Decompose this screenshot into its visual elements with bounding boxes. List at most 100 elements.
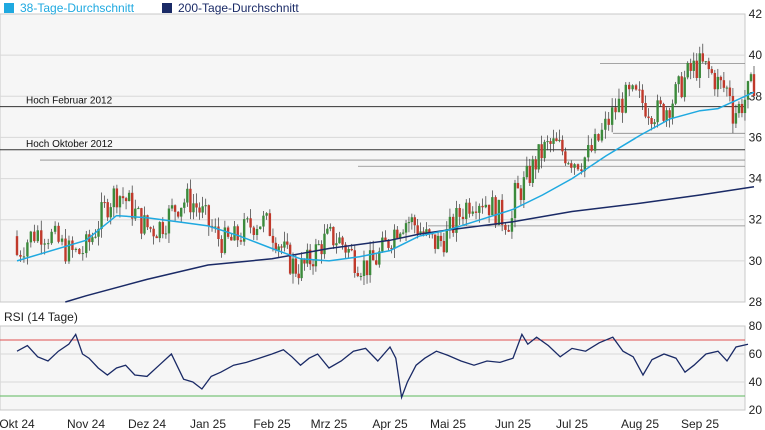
candle-body	[341, 237, 344, 245]
candle-body	[665, 110, 668, 121]
candle-body	[519, 188, 523, 201]
candle-body	[143, 215, 146, 234]
candle-body	[91, 237, 94, 243]
candle-body	[186, 188, 189, 203]
rsi-line	[16, 332, 749, 400]
candle-body	[326, 228, 329, 234]
candle-body	[593, 134, 597, 151]
candle-body	[311, 264, 315, 267]
x-tick-label: Apr 25	[372, 417, 408, 430]
candle-body	[109, 207, 112, 218]
candle-body	[173, 205, 177, 212]
candle-body	[487, 204, 491, 216]
x-tick-label: Mrz 25	[311, 417, 348, 430]
candle-body	[525, 165, 529, 178]
candle-body	[534, 159, 537, 170]
candle-body	[308, 249, 312, 265]
candle-body	[170, 205, 174, 209]
candle-body	[242, 219, 246, 242]
candle-body	[731, 95, 735, 124]
candle-body	[300, 259, 303, 279]
candle-body	[286, 241, 289, 245]
candle-body	[207, 205, 211, 226]
candle-body	[573, 164, 576, 168]
candle-body	[540, 144, 543, 159]
candle-body	[644, 103, 647, 117]
candle-body	[650, 118, 653, 125]
candle-body	[610, 107, 614, 125]
candle-body	[737, 103, 741, 114]
candle-body	[448, 216, 452, 230]
candle-body	[607, 118, 610, 125]
candle-body	[265, 213, 268, 216]
candle-body	[634, 85, 638, 90]
candle-body	[662, 103, 665, 121]
candle-body	[719, 76, 723, 81]
candle-body	[375, 260, 378, 265]
candle-body	[743, 99, 747, 114]
rsi-panel	[0, 325, 746, 411]
candle-body	[259, 226, 262, 230]
price-y-tick: 30	[749, 254, 763, 268]
candle-body	[189, 188, 192, 213]
candle-body	[455, 207, 458, 233]
x-tick-label: Feb 25	[253, 417, 291, 430]
candle-body	[677, 76, 680, 85]
candle-body	[97, 228, 100, 237]
candle-body	[734, 113, 738, 124]
candle-body	[497, 199, 501, 225]
candle-body	[33, 231, 36, 242]
candle-body	[425, 229, 428, 235]
candle-body	[628, 84, 631, 90]
candle-body	[198, 207, 201, 213]
candle-body	[134, 208, 137, 219]
rsi-y-tick: 20	[749, 403, 763, 417]
candle-body	[436, 235, 440, 249]
candle-body	[118, 196, 122, 208]
candle-body	[152, 228, 155, 237]
x-tick-label: Jan 25	[190, 417, 226, 430]
candle-body	[659, 100, 662, 104]
legend-item-ma38: 38-Tage-Durchschnitt	[4, 1, 134, 15]
candle-body	[614, 107, 617, 113]
candle-body	[387, 240, 390, 248]
candle-body	[604, 118, 607, 130]
candle-body	[728, 87, 732, 96]
candle-body	[180, 207, 183, 217]
candle-body	[271, 235, 275, 243]
candle-body	[71, 240, 74, 250]
ma38-swatch	[4, 3, 14, 13]
candle-body	[204, 205, 207, 207]
candle-body	[549, 141, 552, 144]
candle-body	[103, 202, 106, 204]
candle-body	[353, 250, 356, 274]
candle-body	[230, 236, 233, 241]
candle-body	[100, 202, 103, 229]
candle-body	[580, 169, 583, 172]
candle-body	[317, 244, 320, 246]
x-tick-label: Nov 24	[67, 417, 105, 430]
candle-body	[233, 226, 236, 241]
x-tick-label: Jun 25	[495, 417, 531, 430]
candle-body	[294, 258, 298, 274]
candle-body	[583, 157, 587, 172]
candle-body	[365, 260, 369, 276]
x-tick-label: Jul 25	[556, 417, 588, 430]
candle-body	[67, 240, 71, 262]
candle-body	[543, 141, 546, 159]
candle-body	[46, 243, 50, 245]
candle-body	[707, 61, 711, 70]
candle-body	[439, 235, 443, 241]
candle-body	[641, 89, 644, 104]
candle-body	[597, 134, 600, 141]
candle-body	[600, 129, 604, 141]
ma38-line	[16, 91, 755, 262]
candle-body	[158, 222, 161, 239]
candle-body	[704, 61, 707, 63]
candle-body	[674, 84, 677, 104]
candle-body	[283, 241, 286, 248]
candle-body	[362, 260, 366, 276]
candle-body	[356, 273, 360, 277]
price-y-tick: 42	[749, 7, 763, 21]
